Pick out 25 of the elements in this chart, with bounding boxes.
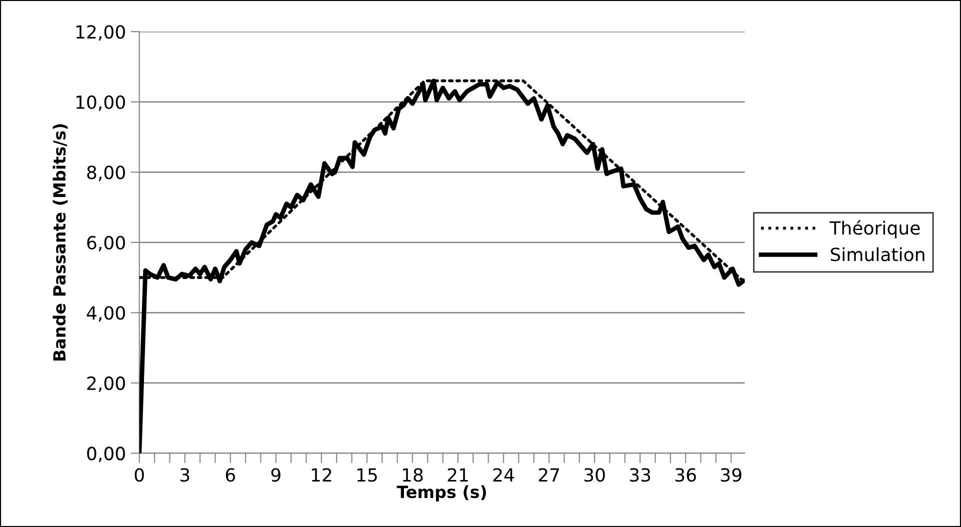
y-tick-label: 4,00: [86, 306, 125, 322]
x-tick-label: 21: [448, 468, 468, 482]
y-tick-label: 0,00: [87, 446, 125, 462]
x-tick-label: 27: [538, 468, 559, 482]
x-tick-label: 39: [721, 468, 742, 482]
legend-label: Théorique: [830, 220, 920, 238]
y-axis-title: Bande Passante (Mbits/s): [52, 124, 68, 361]
x-tick-label: 3: [180, 468, 190, 482]
x-tick-label: 36: [675, 468, 696, 482]
legend-label: Simulation: [830, 247, 924, 262]
x-tick-label: 24: [493, 468, 514, 482]
x-tick-label: 15: [357, 468, 377, 482]
x-tick-label: 30: [584, 468, 605, 482]
y-tick-label: 6,00: [87, 236, 125, 252]
x-tick-label: 9: [271, 468, 280, 482]
x-tick-label: 18: [402, 468, 423, 482]
x-tick-label: 33: [630, 468, 650, 482]
x-tick-label: 12: [312, 468, 332, 482]
y-tick-label: 2,00: [87, 376, 125, 392]
x-axis-title: Temps (s): [396, 485, 486, 502]
y-tick-label: 10,00: [76, 95, 125, 111]
y-tick-label: 12,00: [76, 25, 125, 41]
x-tick-label: 0: [134, 468, 144, 482]
x-tick-label: 6: [226, 468, 235, 482]
y-tick-label: 8,00: [87, 166, 125, 182]
